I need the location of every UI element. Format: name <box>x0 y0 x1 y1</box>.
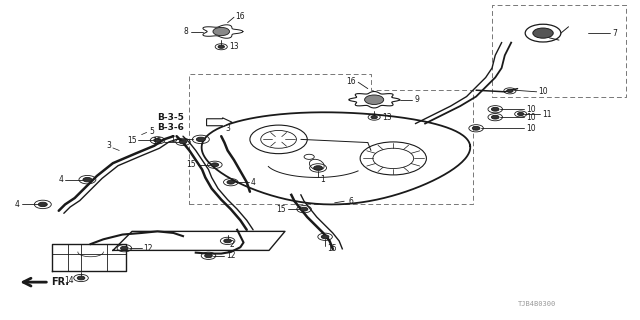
Circle shape <box>38 202 47 207</box>
Text: 6: 6 <box>349 197 353 206</box>
Text: 5: 5 <box>149 127 154 136</box>
Text: B-3-6: B-3-6 <box>157 123 184 132</box>
Text: 16: 16 <box>236 12 245 21</box>
Circle shape <box>507 89 513 92</box>
Circle shape <box>196 137 205 142</box>
FancyArrow shape <box>207 118 232 127</box>
Text: 8: 8 <box>183 27 188 36</box>
Text: TJB4B0300: TJB4B0300 <box>518 301 556 307</box>
Text: 10: 10 <box>526 105 536 114</box>
Circle shape <box>211 163 219 167</box>
Text: 15: 15 <box>127 136 136 145</box>
Circle shape <box>213 28 230 36</box>
Circle shape <box>179 140 187 144</box>
Text: 13: 13 <box>229 42 239 51</box>
Circle shape <box>227 180 235 184</box>
Circle shape <box>83 178 92 182</box>
Circle shape <box>205 254 212 258</box>
Text: 10: 10 <box>539 87 548 96</box>
Text: 15: 15 <box>152 137 162 147</box>
Circle shape <box>314 166 323 170</box>
Text: FR.: FR. <box>51 277 69 287</box>
Text: 3: 3 <box>106 141 111 150</box>
Text: 13: 13 <box>382 113 392 122</box>
Circle shape <box>492 107 499 111</box>
Circle shape <box>120 246 128 250</box>
Text: 4: 4 <box>15 200 20 209</box>
Circle shape <box>492 115 499 119</box>
Circle shape <box>300 207 308 211</box>
Text: 16: 16 <box>347 77 356 86</box>
Circle shape <box>218 45 225 48</box>
Text: B-3-5: B-3-5 <box>157 113 184 122</box>
Circle shape <box>77 276 85 280</box>
Text: 10: 10 <box>526 113 536 122</box>
Text: 15: 15 <box>328 244 337 253</box>
Circle shape <box>365 95 384 105</box>
Text: 15: 15 <box>186 160 196 169</box>
Text: 3: 3 <box>225 124 230 133</box>
Text: 4: 4 <box>58 175 63 184</box>
Text: 15: 15 <box>276 205 286 214</box>
Circle shape <box>371 116 378 119</box>
Circle shape <box>472 126 480 130</box>
Circle shape <box>321 235 329 239</box>
Text: 12: 12 <box>227 251 236 260</box>
Text: 9: 9 <box>414 95 419 104</box>
Circle shape <box>518 112 524 116</box>
Circle shape <box>224 239 232 243</box>
Circle shape <box>154 139 161 142</box>
Text: 7: 7 <box>612 28 617 38</box>
Text: 10: 10 <box>526 124 536 133</box>
Text: 11: 11 <box>541 109 551 118</box>
Text: 14: 14 <box>65 276 74 285</box>
Text: 1: 1 <box>170 135 175 144</box>
Text: 2: 2 <box>230 240 234 249</box>
Text: 12: 12 <box>143 244 153 253</box>
Circle shape <box>533 28 553 38</box>
Text: 4: 4 <box>250 178 255 187</box>
Text: 1: 1 <box>320 174 324 184</box>
